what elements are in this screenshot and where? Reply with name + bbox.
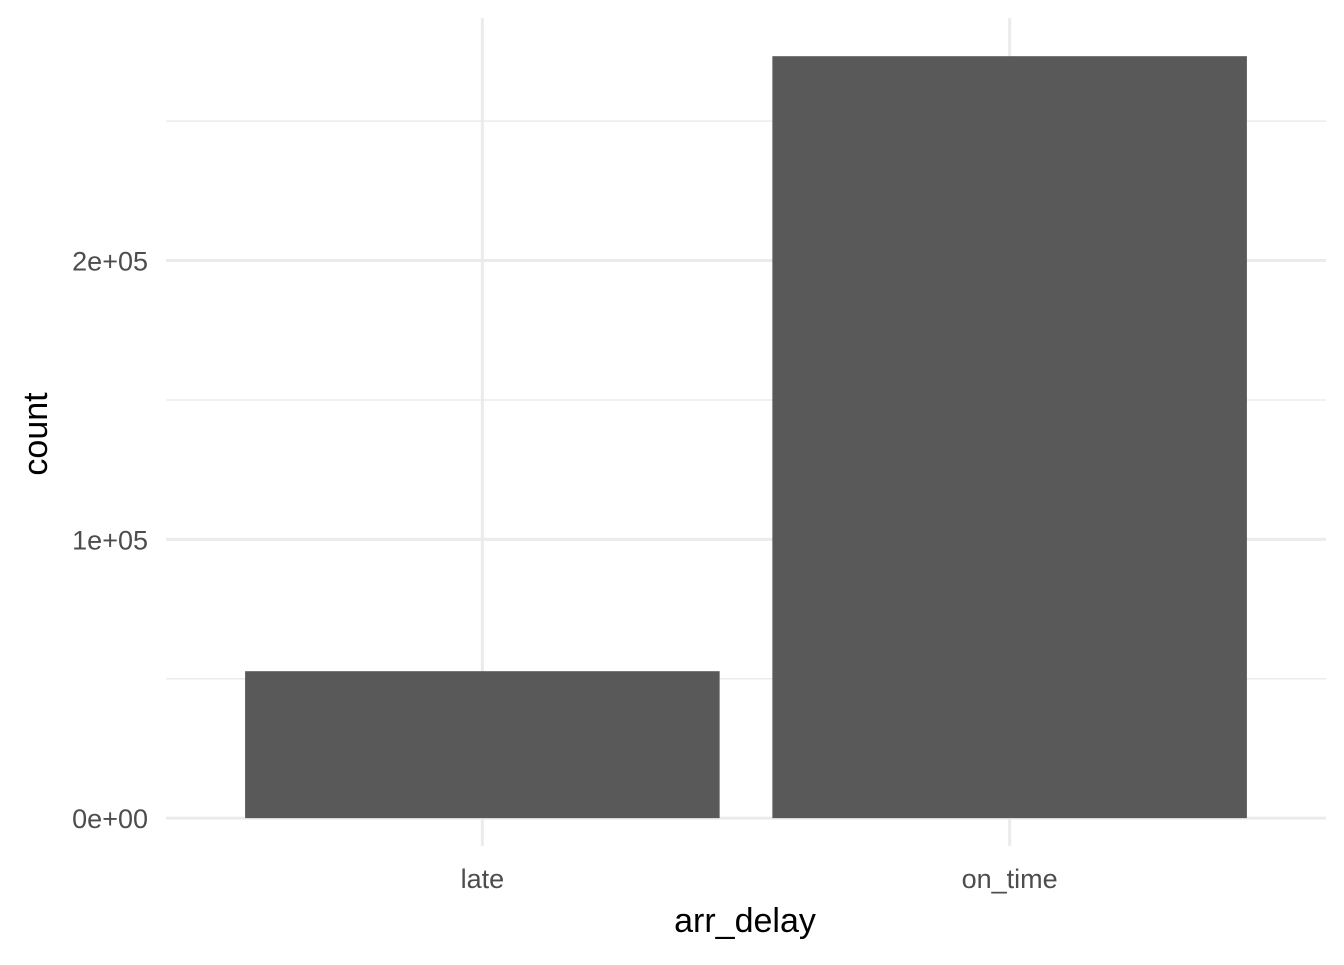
tick-label-layer: 0e+00 1e+05 2e+05 late on_time xyxy=(72,247,1058,894)
y-axis-title: count xyxy=(17,392,55,476)
x-tick-label: on_time xyxy=(962,864,1058,894)
x-tick-label: late xyxy=(461,864,505,894)
bar-layer xyxy=(245,56,1247,819)
y-tick-label: 0e+00 xyxy=(72,804,148,834)
x-axis-title: arr_delay xyxy=(674,902,816,940)
bar-late xyxy=(245,671,720,819)
y-tick-label: 1e+05 xyxy=(72,525,148,555)
bar-on_time xyxy=(772,56,1247,819)
y-tick-label: 2e+05 xyxy=(72,247,148,277)
